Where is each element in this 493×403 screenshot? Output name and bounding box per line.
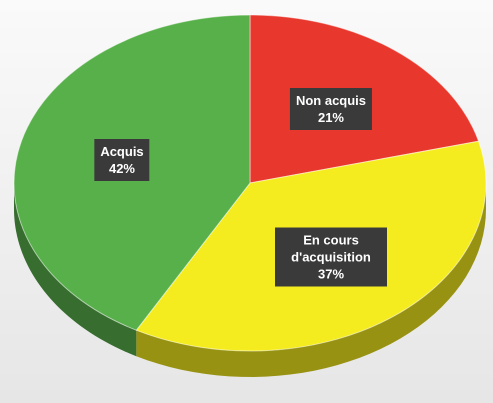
slice-side [14, 183, 137, 357]
label-name: Non acquis [295, 92, 367, 108]
label-name: En cours d'acquisition [291, 232, 371, 265]
label-value: 42% [108, 160, 135, 176]
data-label: Non acquis 21% [289, 87, 373, 130]
slice-side [136, 183, 486, 377]
data-label: En cours d'acquisition 37% [275, 227, 387, 287]
label-name: Acquis [100, 143, 144, 159]
data-label: Acquis 42% [94, 138, 150, 181]
label-value: 37% [317, 266, 345, 282]
label-value: 21% [317, 109, 345, 125]
